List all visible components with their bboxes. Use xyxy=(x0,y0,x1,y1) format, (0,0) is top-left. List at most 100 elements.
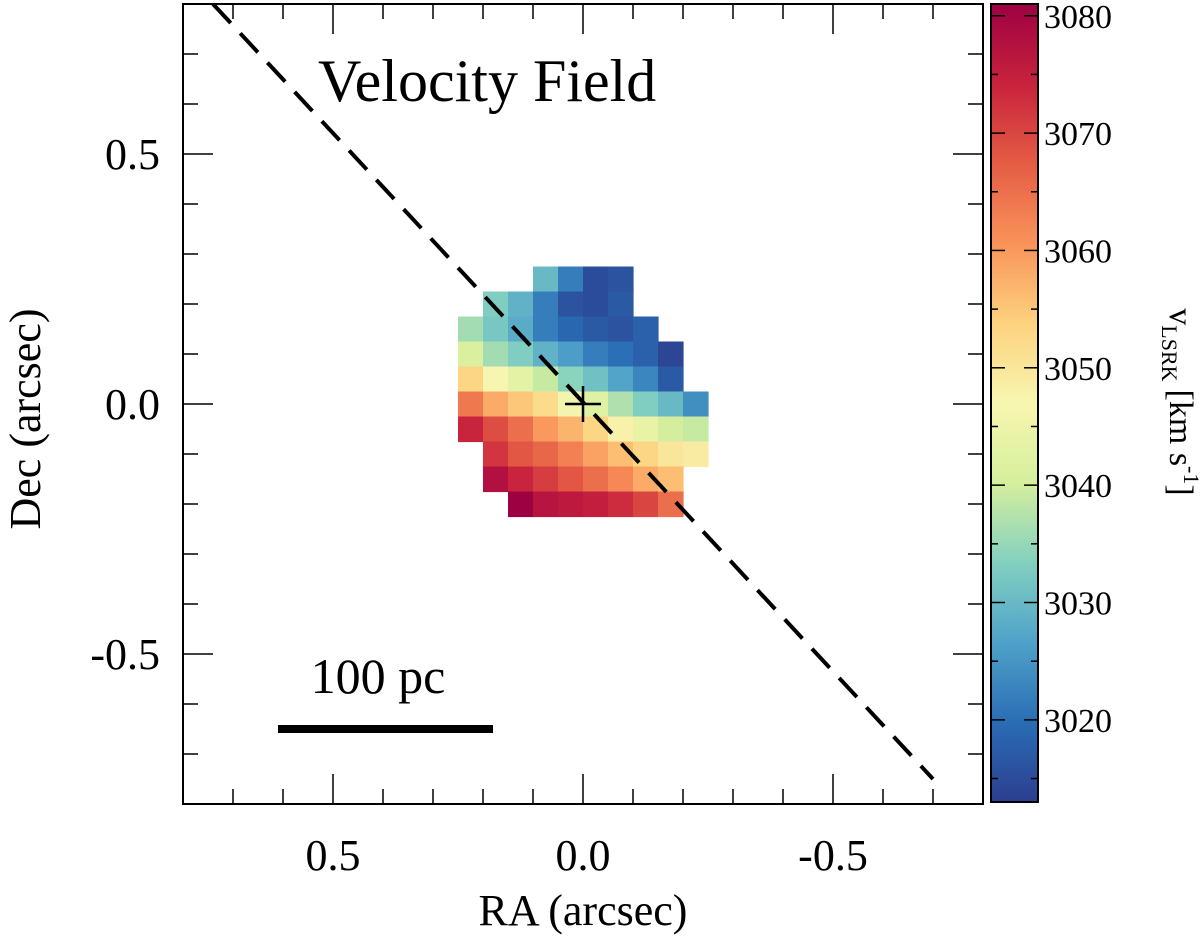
major-axis-dashed-line xyxy=(211,2,935,781)
velocity-pixel-r8-c0 xyxy=(483,466,509,493)
velocity-pixel-r7-c1 xyxy=(508,441,534,468)
colorbar-tick-label: 3040 xyxy=(1044,468,1112,505)
velocity-pixel-r7-c6 xyxy=(633,441,659,468)
velocity-pixel-r5-c0 xyxy=(458,391,484,418)
x-tick-label: 0.5 xyxy=(306,831,361,880)
velocity-pixel-r9-c5 xyxy=(633,491,659,518)
velocity-pixel-r1-c0 xyxy=(483,291,509,318)
axis-tick-labels: 0.5 0.0 -0.5 0.5 0.0 -0.5 xyxy=(90,130,867,880)
velocity-pixel-r6-c4 xyxy=(558,416,584,443)
velocity-pixel-r8-c4 xyxy=(583,466,609,493)
colorbar-label-exp: -1 xyxy=(1179,466,1200,484)
velocity-pixel-r1-c4 xyxy=(583,291,609,318)
velocity-pixel-r9-c1 xyxy=(533,491,559,518)
velocity-pixel-r9-c3 xyxy=(583,491,609,518)
velocity-pixel-r8-c1 xyxy=(508,466,534,493)
y-tick-label: 0.5 xyxy=(105,130,160,179)
velocity-pixel-r1-c5 xyxy=(608,291,634,318)
velocity-pixel-r3-c4 xyxy=(558,341,584,368)
velocity-pixel-r9-c2 xyxy=(558,491,584,518)
colorbar-label-close: ] xyxy=(1162,484,1199,495)
center-cross-marker xyxy=(565,386,601,422)
colorbar-label-units: [km s xyxy=(1162,390,1199,467)
chart-title: Velocity Field xyxy=(318,48,656,114)
colorbar-tick-label: 3050 xyxy=(1044,351,1112,388)
velocity-pixel-r4-c8 xyxy=(658,366,684,393)
velocity-pixel-r7-c4 xyxy=(583,441,609,468)
velocity-pixel-r7-c8 xyxy=(683,441,709,468)
y-tick-label: 0.0 xyxy=(105,380,160,429)
colorbar-tick-label: 3060 xyxy=(1044,233,1112,270)
x-tick-label: 0.0 xyxy=(556,831,611,880)
velocity-pixel-r4-c0 xyxy=(458,366,484,393)
velocity-pixel-r6-c7 xyxy=(633,416,659,443)
scale-bar-label: 100 pc xyxy=(311,648,446,704)
velocity-pixel-r2-c7 xyxy=(633,316,659,343)
colorbar-tick-label: 3070 xyxy=(1044,116,1112,153)
velocity-pixel-r6-c3 xyxy=(533,416,559,443)
velocity-pixel-r2-c1 xyxy=(483,316,509,343)
colorbar-tick-label: 3020 xyxy=(1044,703,1112,740)
velocity-pixel-r7-c3 xyxy=(558,441,584,468)
velocity-pixel-r2-c4 xyxy=(558,316,584,343)
colorbar-label: vLSRK [km s-1] xyxy=(1157,308,1200,495)
velocity-pixel-r6-c8 xyxy=(658,416,684,443)
velocity-pixel-r3-c8 xyxy=(658,341,684,368)
velocity-pixel-r5-c6 xyxy=(608,391,634,418)
velocity-pixel-r1-c2 xyxy=(533,291,559,318)
axis-ticks xyxy=(183,4,983,804)
colorbar-tick-label: 3080 xyxy=(1044,0,1112,36)
velocity-pixel-r8-c2 xyxy=(533,466,559,493)
velocity-pixel-r5-c7 xyxy=(633,391,659,418)
velocity-pixel-r0-c3 xyxy=(608,266,634,293)
velocity-pixel-r4-c7 xyxy=(633,366,659,393)
velocity-pixel-r3-c6 xyxy=(608,341,634,368)
velocity-pixel-r6-c0 xyxy=(458,416,484,443)
colorbar-tick-label: 3030 xyxy=(1044,586,1112,623)
velocity-pixel-r6-c6 xyxy=(608,416,634,443)
velocity-pixel-r6-c5 xyxy=(583,416,609,443)
velocity-pixel-r7-c2 xyxy=(533,441,559,468)
velocity-pixel-r9-c4 xyxy=(608,491,634,518)
velocity-pixel-r2-c6 xyxy=(608,316,634,343)
colorbar-ticks xyxy=(991,14,1038,780)
velocity-pixel-r3-c7 xyxy=(633,341,659,368)
velocity-pixel-r3-c0 xyxy=(458,341,484,368)
x-tick-label: -0.5 xyxy=(798,831,868,880)
velocity-pixel-r5-c2 xyxy=(508,391,534,418)
velocity-pixels xyxy=(458,266,709,518)
velocity-pixel-r5-c9 xyxy=(683,391,709,418)
velocity-pixel-r4-c2 xyxy=(508,366,534,393)
velocity-pixel-r0-c1 xyxy=(558,266,584,293)
velocity-pixel-r0-c2 xyxy=(583,266,609,293)
velocity-pixel-r2-c2 xyxy=(508,316,534,343)
velocity-pixel-r2-c3 xyxy=(533,316,559,343)
velocity-pixel-r3-c5 xyxy=(583,341,609,368)
velocity-pixel-r6-c9 xyxy=(683,416,709,443)
velocity-pixel-r8-c5 xyxy=(608,466,634,493)
velocity-pixel-r2-c5 xyxy=(583,316,609,343)
velocity-pixel-r6-c2 xyxy=(508,416,534,443)
velocity-pixel-r8-c3 xyxy=(558,466,584,493)
colorbar-tick-labels: 3020 3030 3040 3050 3060 3070 3080 xyxy=(1044,0,1112,740)
velocity-pixel-r0-c0 xyxy=(533,266,559,293)
velocity-pixel-r7-c7 xyxy=(658,441,684,468)
velocity-pixel-r6-c1 xyxy=(483,416,509,443)
velocity-pixel-r5-c8 xyxy=(658,391,684,418)
x-axis-label: RA (arcsec) xyxy=(479,886,688,935)
velocity-pixel-r4-c1 xyxy=(483,366,509,393)
velocity-pixel-r2-c0 xyxy=(458,316,484,343)
velocity-pixel-r4-c6 xyxy=(608,366,634,393)
velocity-pixel-r9-c0 xyxy=(508,491,534,518)
velocity-pixel-r1-c1 xyxy=(508,291,534,318)
velocity-pixel-r5-c3 xyxy=(533,391,559,418)
velocity-pixel-r4-c5 xyxy=(583,366,609,393)
colorbar xyxy=(990,3,1039,803)
velocity-pixel-r3-c1 xyxy=(483,341,509,368)
velocity-pixel-r1-c3 xyxy=(558,291,584,318)
y-axis-label: Dec (arcsec) xyxy=(1,308,50,529)
colorbar-label-sub: LSRK xyxy=(1157,325,1182,381)
velocity-pixel-r5-c1 xyxy=(483,391,509,418)
y-tick-label: -0.5 xyxy=(90,630,160,679)
